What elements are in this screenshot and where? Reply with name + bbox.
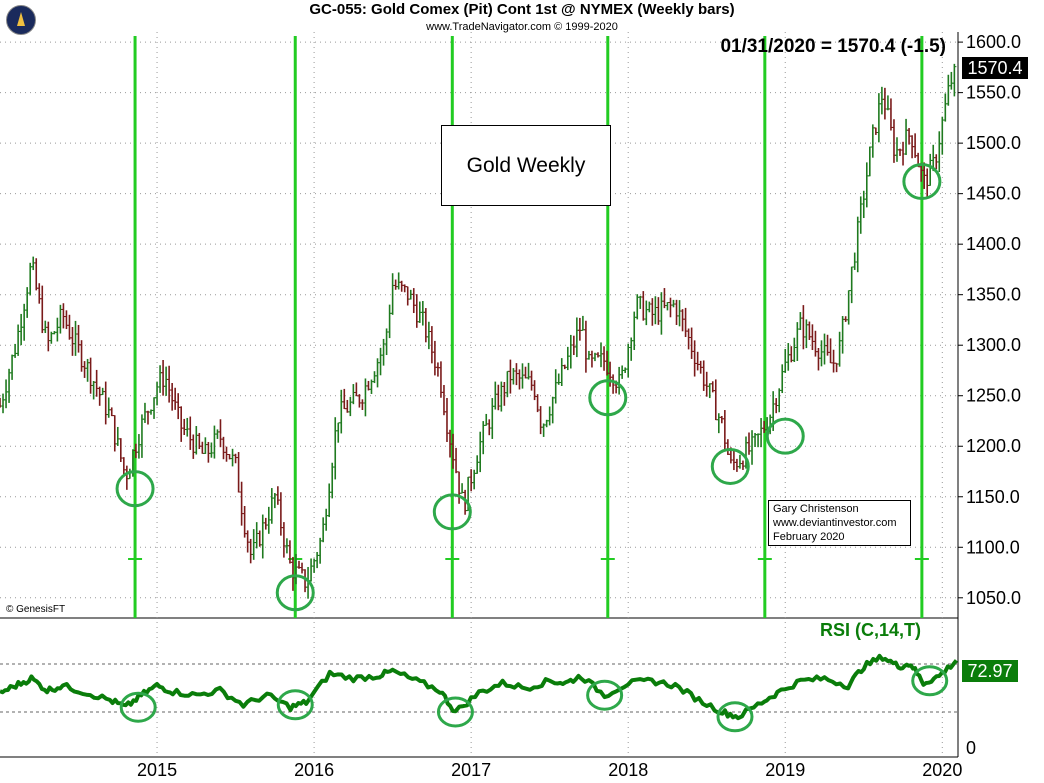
current-price-tag: 1570.4 [962, 57, 1028, 79]
x-tick-label: 2019 [765, 760, 805, 780]
y-tick-label: 1550.0 [966, 83, 1021, 103]
y-tick-label: 1150.0 [966, 487, 1020, 507]
rsi-low-circle [276, 689, 314, 721]
price-low-circle [432, 493, 472, 531]
y-tick-label: 1600.0 [966, 32, 1021, 52]
credit-line: www.deviantinvestor.com [773, 517, 897, 529]
x-tick-label: 2018 [608, 760, 648, 780]
y-tick-label: 1300.0 [966, 335, 1021, 355]
price-low-circle [902, 163, 942, 201]
rsi-value-tag: 72.97 [962, 660, 1018, 682]
x-tick-label: 2015 [137, 760, 177, 780]
price-low-circle [765, 417, 805, 455]
x-tick-label: 2017 [451, 760, 491, 780]
y-tick-label: 1200.0 [966, 436, 1021, 456]
last-price-readout: 01/31/2020 = 1570.4 (-1.5) [720, 36, 946, 57]
rsi-title: RSI (C,14,T) [820, 620, 922, 640]
y-tick-label: 1250.0 [966, 386, 1021, 406]
credit-line: Gary Christenson [773, 503, 859, 515]
rsi-low-circle [716, 701, 754, 733]
y-tick-label: 1350.0 [966, 285, 1021, 305]
credit-line: February 2020 [773, 531, 845, 543]
x-tick-label: 2020 [922, 760, 962, 780]
y-tick-label: 1400.0 [966, 234, 1021, 254]
y-tick-label: 1500.0 [966, 133, 1021, 153]
rsi-y-tick-label: 0 [966, 738, 976, 758]
y-tick-label: 1100.0 [966, 537, 1020, 557]
price-low-circle [588, 379, 628, 417]
x-tick-label: 2016 [294, 760, 334, 780]
copyright-note: © GenesisFT [6, 604, 66, 615]
price-low-circle [115, 470, 155, 508]
chart-label-box: Gold Weekly [441, 125, 611, 206]
credit-box: Gary Christenson www.deviantinvestor.com… [768, 500, 911, 546]
price-low-circle [275, 574, 315, 612]
rsi-low-circle [436, 696, 474, 728]
price-low-circle [710, 447, 750, 485]
chart-title: GC-055: Gold Comex (Pit) Cont 1st @ NYME… [309, 1, 735, 18]
genesis-logo-icon [6, 5, 36, 35]
y-tick-label: 1050.0 [966, 588, 1021, 608]
chart-subtitle: www.TradeNavigator.com © 1999-2020 [426, 21, 618, 33]
y-tick-label: 1450.0 [966, 184, 1021, 204]
rsi-low-circle [119, 691, 157, 723]
rsi-low-circle [911, 665, 949, 697]
rsi-line [0, 653, 958, 721]
rsi-low-circle [586, 679, 624, 711]
